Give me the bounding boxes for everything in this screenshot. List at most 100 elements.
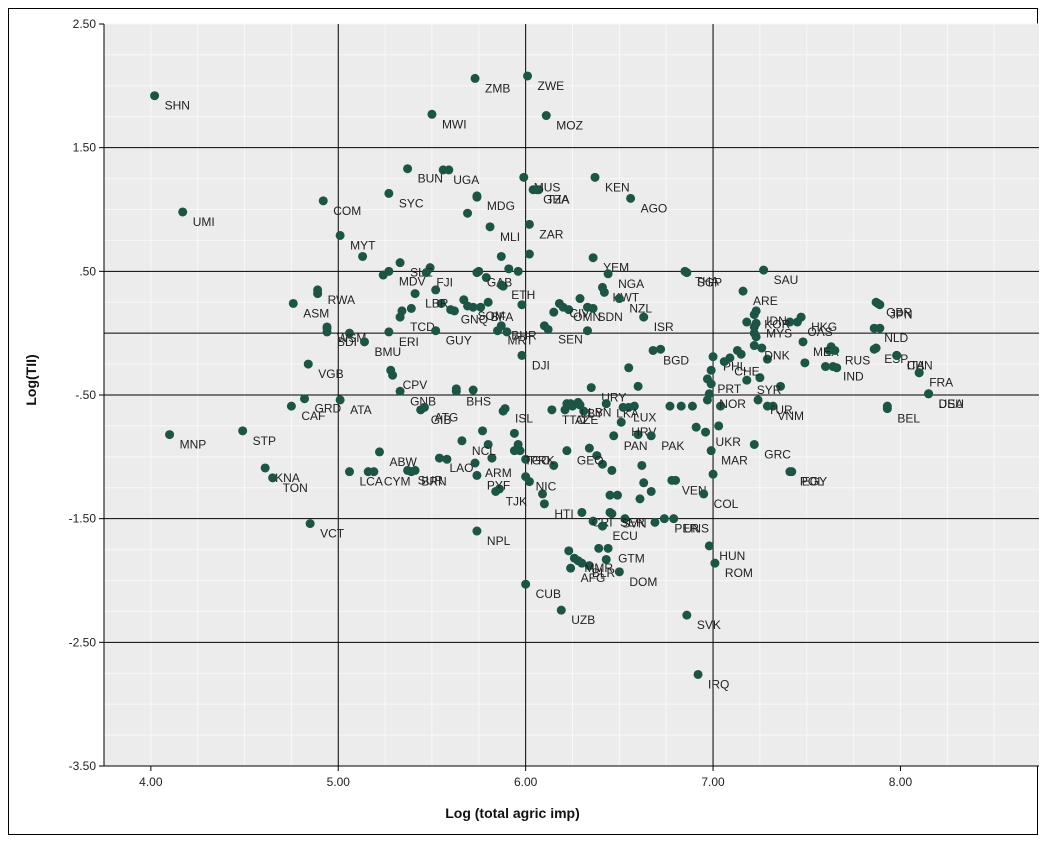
- data-point: [374, 447, 384, 457]
- data-point-label: MLI: [500, 230, 520, 244]
- data-point-label: ZWE: [538, 79, 565, 93]
- data-point-label: UMI: [193, 215, 215, 229]
- data-point-label: CAF: [301, 409, 325, 423]
- data-point: [502, 327, 512, 337]
- data-point-label: FRA: [929, 376, 953, 390]
- data-point: [564, 546, 574, 556]
- data-point-label: PAN: [624, 439, 648, 453]
- data-point: [517, 300, 527, 310]
- data-point: [708, 469, 718, 479]
- data-point: [616, 417, 626, 427]
- data-point: [637, 460, 647, 470]
- data-point: [560, 405, 570, 415]
- data-point: [335, 395, 345, 405]
- data-point: [639, 478, 649, 488]
- data-point-label: PHL: [723, 360, 747, 374]
- data-point-label: BFA: [491, 310, 514, 324]
- data-point: [554, 298, 564, 308]
- data-point: [509, 428, 519, 438]
- data-point-label: MDV: [399, 274, 426, 288]
- data-point-label: MOZ: [556, 119, 583, 133]
- data-point-label: BGD: [663, 353, 689, 367]
- data-point: [882, 404, 892, 414]
- data-point-label: ISL: [515, 412, 533, 426]
- data-point-label: TJK: [506, 494, 527, 508]
- data-point: [708, 352, 718, 362]
- data-point: [566, 399, 576, 409]
- data-point-label: GIB: [431, 413, 452, 427]
- y-tick-label: -2.50: [69, 635, 97, 649]
- data-point-label: BLR: [592, 566, 616, 580]
- data-point: [470, 73, 480, 83]
- data-point-label: SAU: [774, 273, 799, 287]
- data-point: [541, 111, 551, 121]
- data-point: [569, 553, 579, 563]
- data-point: [579, 406, 589, 416]
- data-point-label: MDG: [487, 199, 515, 213]
- data-point-label: SEN: [558, 332, 583, 346]
- data-point-label: MWI: [442, 117, 467, 131]
- data-point: [650, 517, 660, 527]
- data-point-label: UKR: [716, 435, 742, 449]
- data-point: [719, 357, 729, 367]
- data-point-label: MYT: [350, 238, 376, 252]
- data-point: [384, 188, 394, 198]
- data-point-label: PRT: [717, 382, 741, 396]
- data-point-label: UGA: [453, 173, 479, 187]
- data-point-label: SDN: [597, 310, 622, 324]
- data-point: [693, 669, 703, 679]
- data-point: [313, 285, 323, 295]
- chart-frame: 4.00 5.00 6.00 7.00 8.00 2.50 1.50 .50 -.50 -1.50…: [8, 8, 1039, 835]
- data-point: [496, 321, 506, 331]
- data-point: [335, 230, 345, 240]
- data-point: [597, 282, 607, 292]
- data-point-label: GRD: [315, 402, 342, 416]
- data-point: [629, 401, 639, 411]
- data-point-label: RUS: [845, 353, 870, 367]
- data-point: [648, 345, 658, 355]
- data-point: [796, 312, 806, 322]
- y-tick-label: -3.50: [69, 759, 97, 773]
- data-point: [612, 490, 622, 500]
- data-point: [468, 385, 478, 395]
- data-point-label: PAK: [661, 439, 684, 453]
- data-point-label: MAR: [721, 454, 748, 468]
- data-point: [431, 326, 441, 336]
- data-point: [478, 426, 488, 436]
- data-point: [742, 375, 752, 385]
- data-point-label: STP: [253, 434, 276, 448]
- data-point-label: KOR: [764, 318, 790, 332]
- data-point: [597, 459, 607, 469]
- data-point-label: SUR: [418, 473, 444, 487]
- data-point-label: UNS: [684, 522, 709, 536]
- data-point: [472, 191, 482, 201]
- data-point: [451, 386, 461, 396]
- data-point-label: MYS: [766, 326, 792, 340]
- data-point-label: SYR: [757, 383, 782, 397]
- data-point-label: AZE: [575, 413, 598, 427]
- data-point: [388, 370, 398, 380]
- data-point: [914, 368, 924, 378]
- data-point-label: ATA: [350, 403, 372, 417]
- data-point-label: VGB: [318, 367, 343, 381]
- data-point: [635, 494, 645, 504]
- data-point-label: HKG: [811, 320, 837, 334]
- data-point-label: SHN: [165, 99, 190, 113]
- data-point-label: BEL: [897, 412, 920, 426]
- data-point: [483, 439, 493, 449]
- data-point-label: TUR: [768, 403, 793, 417]
- data-point: [442, 454, 452, 464]
- data-point: [582, 326, 592, 336]
- data-point-label: NOR: [719, 397, 746, 411]
- data-point: [406, 303, 416, 313]
- data-point: [609, 431, 619, 441]
- data-point: [633, 430, 643, 440]
- data-point: [438, 165, 448, 175]
- data-point: [738, 286, 748, 296]
- data-point: [300, 394, 310, 404]
- data-point: [601, 554, 611, 564]
- data-point-label: PER: [674, 522, 699, 536]
- data-point: [410, 289, 420, 299]
- y-tick-label: -1.50: [69, 512, 97, 526]
- data-point: [539, 499, 549, 509]
